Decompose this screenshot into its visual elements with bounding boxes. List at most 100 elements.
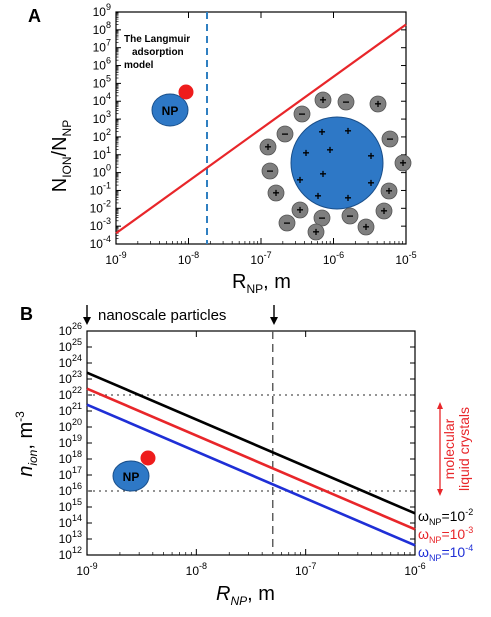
panel-a-y-axis-label: NION/NNP [49, 120, 74, 192]
panel-a-x-axis-label: RNP, m [232, 271, 291, 296]
svg-text:+: + [380, 204, 387, 218]
panel-a-negative-ion-icon: − [276, 125, 294, 143]
panel-b-x-axis-label: RNP, m [216, 583, 275, 608]
panel-a-y-tick-label: 100 [93, 163, 111, 180]
panel-b-series-label-1: ωNP=10-3 [418, 525, 473, 545]
svg-text:+: + [362, 220, 369, 234]
panel-a-annotation-line-2: adsorption [132, 47, 184, 58]
panel-a-y-tick-label: 10-4 [90, 234, 111, 251]
panel-a-y-tick-label: 104 [93, 91, 111, 108]
svg-text:+: + [374, 97, 381, 111]
panel-a-x-ticks: 10-9 10-8 10-7 10-6 10-5 [105, 12, 417, 267]
panel-a-y-tick-label: 103 [93, 109, 111, 126]
svg-text:+: + [399, 156, 406, 170]
svg-text:−: − [346, 209, 353, 223]
panel-b-y-tick-label: 1022 [59, 385, 82, 402]
svg-text:−: − [386, 132, 393, 146]
panel-a-negative-ion-icon: − [278, 214, 296, 232]
panel-b-adsorbed-ion-icon [140, 450, 156, 466]
panel-b-title: nanoscale particles [98, 307, 226, 324]
panel-a-np-surface-charges: + ++ + ++ +++ + [296, 124, 374, 205]
panel-b-y-tick-label: 1026 [59, 321, 82, 338]
panel-a-positive-ion-icon: + [380, 182, 398, 200]
panel-a-plus-charge-icon: + [326, 143, 333, 157]
panel-a-y-tick-label: 10-2 [90, 198, 111, 215]
panel-a-negative-ion-icon: − [381, 130, 399, 148]
svg-text:+: + [319, 93, 326, 107]
panel-a-positive-ion-icon: + [314, 91, 332, 109]
panel-b-y-tick-label: 1020 [59, 417, 82, 434]
panel-b-title-arrow-right [270, 305, 278, 325]
panel-a-label: A [28, 6, 41, 26]
svg-text:−: − [318, 211, 325, 225]
svg-text:−: − [342, 95, 349, 109]
panel-a-y-tick-label: 101 [93, 145, 111, 162]
svg-text:+: + [264, 140, 271, 154]
panel-b-series-line-0 [86, 371, 416, 515]
svg-text:+: + [296, 203, 303, 217]
panel-a-negative-ion-icon: − [337, 93, 355, 111]
panel-b-x-tick-label: 10-8 [186, 561, 207, 578]
panel-a-plus-charge-icon: + [302, 146, 309, 160]
panel-b: B nanoscale particles 101210131014101510… [13, 304, 473, 608]
svg-text:−: − [281, 127, 288, 141]
panel-a-y-tick-label: 10-3 [90, 216, 111, 233]
panel-a-y-tick-label: 102 [93, 127, 111, 144]
panel-b-np-icon [112, 460, 150, 492]
panel-b-y-tick-label: 1025 [59, 337, 82, 354]
panel-b-bracket-arrow [437, 402, 443, 496]
panel-b-label: B [20, 304, 33, 324]
svg-text:+: + [385, 184, 392, 198]
panel-a-plus-charge-icon: + [344, 191, 351, 205]
panel-b-bracket-label-line-2: liquid crystals [456, 407, 472, 491]
panel-b-np-label: NP [123, 470, 140, 484]
panel-b-y-axis-label: nion, m-3 [13, 411, 40, 477]
panel-b-y-tick-label: 1013 [59, 529, 82, 546]
panel-b-series-line-1 [86, 387, 416, 531]
panel-a-positive-ion-icon: + [307, 223, 325, 241]
panel-a-x-tick-label: 10-5 [395, 250, 416, 267]
panel-a-y-tick-label: 10-1 [90, 180, 111, 197]
panel-b-series-label-2: ωNP=10-4 [418, 543, 473, 563]
panel-a-positive-ion-icon: + [259, 138, 277, 156]
panel-a-y-tick-label: 109 [93, 2, 111, 19]
svg-text:+: + [272, 186, 279, 200]
svg-text:−: − [283, 216, 290, 230]
panel-a-y-ticks: 10-410-310-210-1100101102103104105106107… [90, 2, 406, 251]
panel-a-positive-ion-icon: + [369, 95, 387, 113]
panel-b-y-tick-label: 1023 [59, 369, 82, 386]
panel-a-positive-ion-icon: + [375, 202, 393, 220]
panel-b-y-tick-label: 1021 [59, 401, 82, 418]
svg-text:+: + [312, 225, 319, 239]
panel-a-x-tick-label: 10-8 [178, 250, 199, 267]
panel-a-adsorbed-ion-icon [178, 84, 194, 100]
panel-b-series-label-0: ωNP=10-2 [418, 507, 473, 527]
panel-a-large-np-icon [290, 116, 384, 210]
panel-b-title-arrow-left [83, 305, 91, 325]
panel-b-y-tick-label: 1017 [59, 465, 82, 482]
panel-a-plus-charge-icon: + [319, 167, 326, 181]
svg-text:−: − [266, 164, 273, 178]
panel-a-x-tick-label: 10-7 [250, 250, 271, 267]
panel-b-series-line-2 [86, 403, 416, 547]
panel-b-y-tick-label: 1014 [59, 513, 82, 530]
panel-a-positive-ion-icon: + [267, 184, 285, 202]
panel-a-y-tick-label: 105 [93, 73, 111, 90]
panel-b-y-tick-label: 1015 [59, 497, 82, 514]
panel-a-counter-ions: + − +−−−++−+ ++−+− −++ [259, 91, 412, 241]
panel-a-annotation-line-1: The Langmuir [124, 34, 190, 45]
panel-b-y-tick-label: 1012 [59, 545, 82, 562]
panel-a-plus-charge-icon: + [318, 125, 325, 139]
panel-b-y-tick-label: 1024 [59, 353, 82, 370]
panel-a-plus-charge-icon: + [367, 176, 374, 190]
panel-a-y-tick-label: 108 [93, 20, 111, 37]
panel-b-y-tick-label: 1019 [59, 433, 82, 450]
panel-b-x-ticks: 10-9 10-8 10-7 10-6 [76, 331, 426, 578]
panel-a-negative-ion-icon: − [293, 105, 311, 123]
panel-a-positive-ion-icon: + [291, 201, 309, 219]
panel-b-y-tick-label: 1016 [59, 481, 82, 498]
panel-a-positive-ion-icon: + [357, 218, 375, 236]
panel-b-x-tick-label: 10-9 [76, 561, 97, 578]
panel-a-y-tick-label: 107 [93, 38, 111, 55]
